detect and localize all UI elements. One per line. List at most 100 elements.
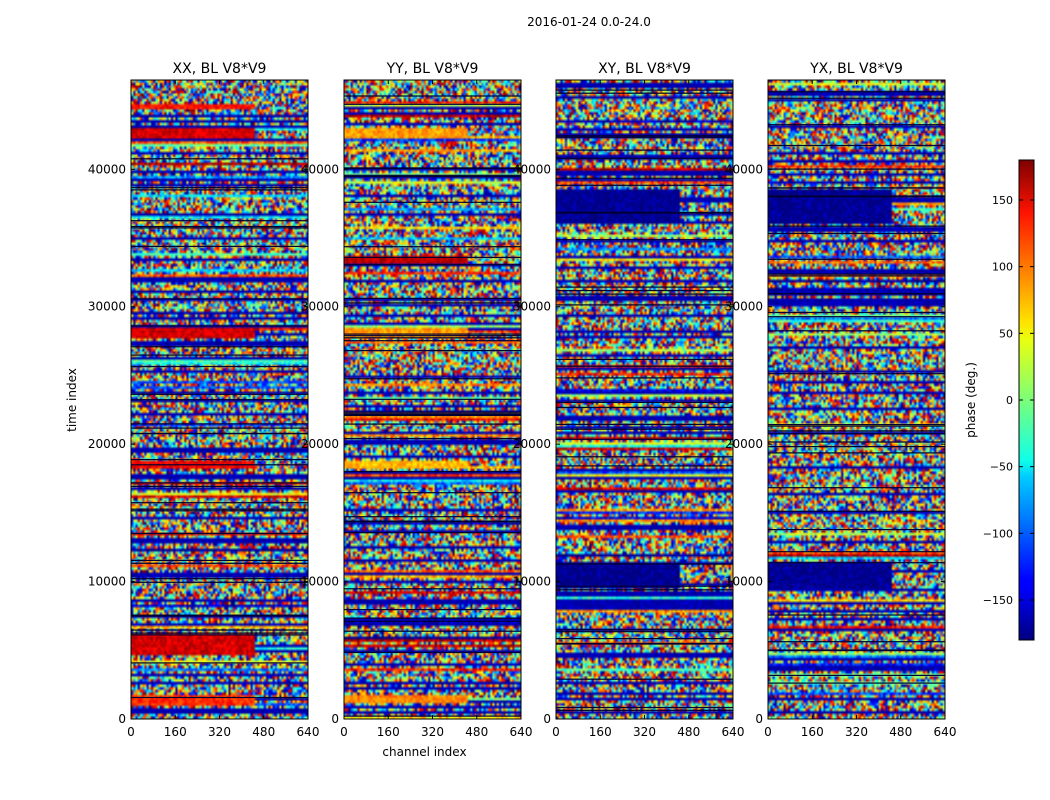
gap-line [556, 177, 733, 179]
x-tick-label: 0 [127, 725, 135, 739]
gap-line [131, 245, 308, 247]
gap-line [556, 465, 733, 467]
gap-line [556, 286, 733, 288]
x-tick-label: 160 [164, 725, 187, 739]
subplot-title: YX, BL V8*V9 [809, 61, 903, 77]
x-tick-label: 320 [845, 725, 868, 739]
gap-line [344, 398, 521, 400]
gap-line [556, 212, 733, 214]
gap-line [344, 103, 521, 105]
gap-line [556, 706, 733, 709]
gap-line [131, 632, 308, 634]
gap-line [344, 302, 521, 304]
gap-line [344, 651, 521, 653]
gap-line [556, 290, 733, 292]
y-tick-label: 40000 [725, 162, 763, 176]
gap-line [344, 609, 521, 611]
gap-line [768, 430, 945, 432]
y-tick-label: 10000 [725, 575, 763, 589]
colorbar-tick-label: −150 [983, 594, 1013, 607]
gap-line [768, 373, 945, 375]
gap-line [131, 662, 308, 664]
gap-line [556, 365, 733, 367]
gap-line [556, 92, 733, 94]
gap-line [768, 196, 945, 198]
gap-line [556, 423, 733, 425]
gap-line [768, 529, 945, 531]
gap-line [556, 184, 733, 186]
gap-line [131, 508, 308, 510]
gap-line [131, 629, 308, 631]
subplot-title: YY, BL V8*V9 [386, 61, 479, 77]
gap-line [344, 423, 521, 425]
gap-line [768, 225, 945, 227]
gap-line [768, 641, 945, 643]
gap-line [556, 377, 733, 379]
gap-line [131, 325, 308, 327]
gap-line [344, 256, 521, 258]
colorbar-tick-label: −100 [983, 527, 1013, 540]
y-tick-label: 0 [543, 712, 551, 726]
gap-line [768, 433, 945, 435]
x-tick-label: 320 [208, 725, 231, 739]
gap-line [344, 350, 521, 352]
gap-line [556, 638, 733, 640]
x-axis-label: channel index [382, 745, 466, 759]
gap-line [768, 144, 945, 147]
gap-line [131, 533, 308, 535]
y-tick-label: 20000 [725, 437, 763, 451]
gap-line [556, 304, 733, 306]
gap-line [344, 516, 521, 518]
gap-line [131, 459, 308, 461]
subplot-4: YX, BL V8*V9 0 160 320 480 640 0 10000 20000 3000… [725, 61, 957, 739]
colorbar-ticks: 150 100 50 0 −50 −100 −150 [983, 194, 1034, 607]
gap-line [768, 316, 945, 318]
gap-line [768, 91, 945, 93]
gap-line [768, 330, 945, 332]
gap-line [768, 124, 945, 126]
y-tick-label: 40000 [513, 162, 551, 176]
gap-line [344, 335, 521, 337]
x-tick-label: 320 [633, 725, 656, 739]
x-tick-label: 640 [934, 725, 957, 739]
gap-line [131, 393, 308, 395]
gap-line [768, 452, 945, 454]
x-tick-label: 480 [252, 725, 275, 739]
gap-line [131, 614, 308, 616]
y-tick-label: 30000 [88, 300, 126, 314]
gap-line [131, 615, 308, 617]
gap-line [344, 333, 521, 335]
subplot-panels: XX, BL V8*V9 0 160 320 480 640 0 10000 20000 3000… [65, 61, 956, 759]
gap-line [131, 696, 308, 699]
gap-line [344, 414, 521, 417]
gap-line [768, 562, 945, 564]
y-tick-label: 0 [755, 712, 763, 726]
gap-line [131, 510, 308, 512]
y-tick-label: 20000 [513, 437, 551, 451]
gap-line [344, 95, 521, 97]
gap-line [344, 174, 521, 176]
gap-line [131, 581, 308, 583]
colorbar-tick-label: 150 [992, 194, 1013, 207]
gap-line [556, 149, 733, 151]
gap-line [131, 354, 308, 356]
gap-line [556, 631, 733, 633]
gap-line [131, 634, 308, 636]
gap-line [556, 136, 733, 138]
gap-line [556, 629, 733, 631]
y-tick-label: 40000 [88, 162, 126, 176]
x-tick-label: 0 [552, 725, 560, 739]
x-tick-label: 160 [801, 725, 824, 739]
gap-line [131, 578, 308, 580]
gap-line [131, 220, 308, 222]
x-tick-label: 640 [510, 725, 533, 739]
gap-line [131, 225, 308, 228]
gap-line [768, 258, 945, 260]
gap-line [768, 487, 945, 489]
y-tick-label: 0 [331, 712, 339, 726]
gap-line [131, 562, 308, 564]
subplot-3: XY, BL V8*V9 0 160 320 480 640 0 10000 20000 3000… [513, 61, 745, 739]
gap-line [768, 275, 945, 277]
gap-line [344, 167, 521, 170]
